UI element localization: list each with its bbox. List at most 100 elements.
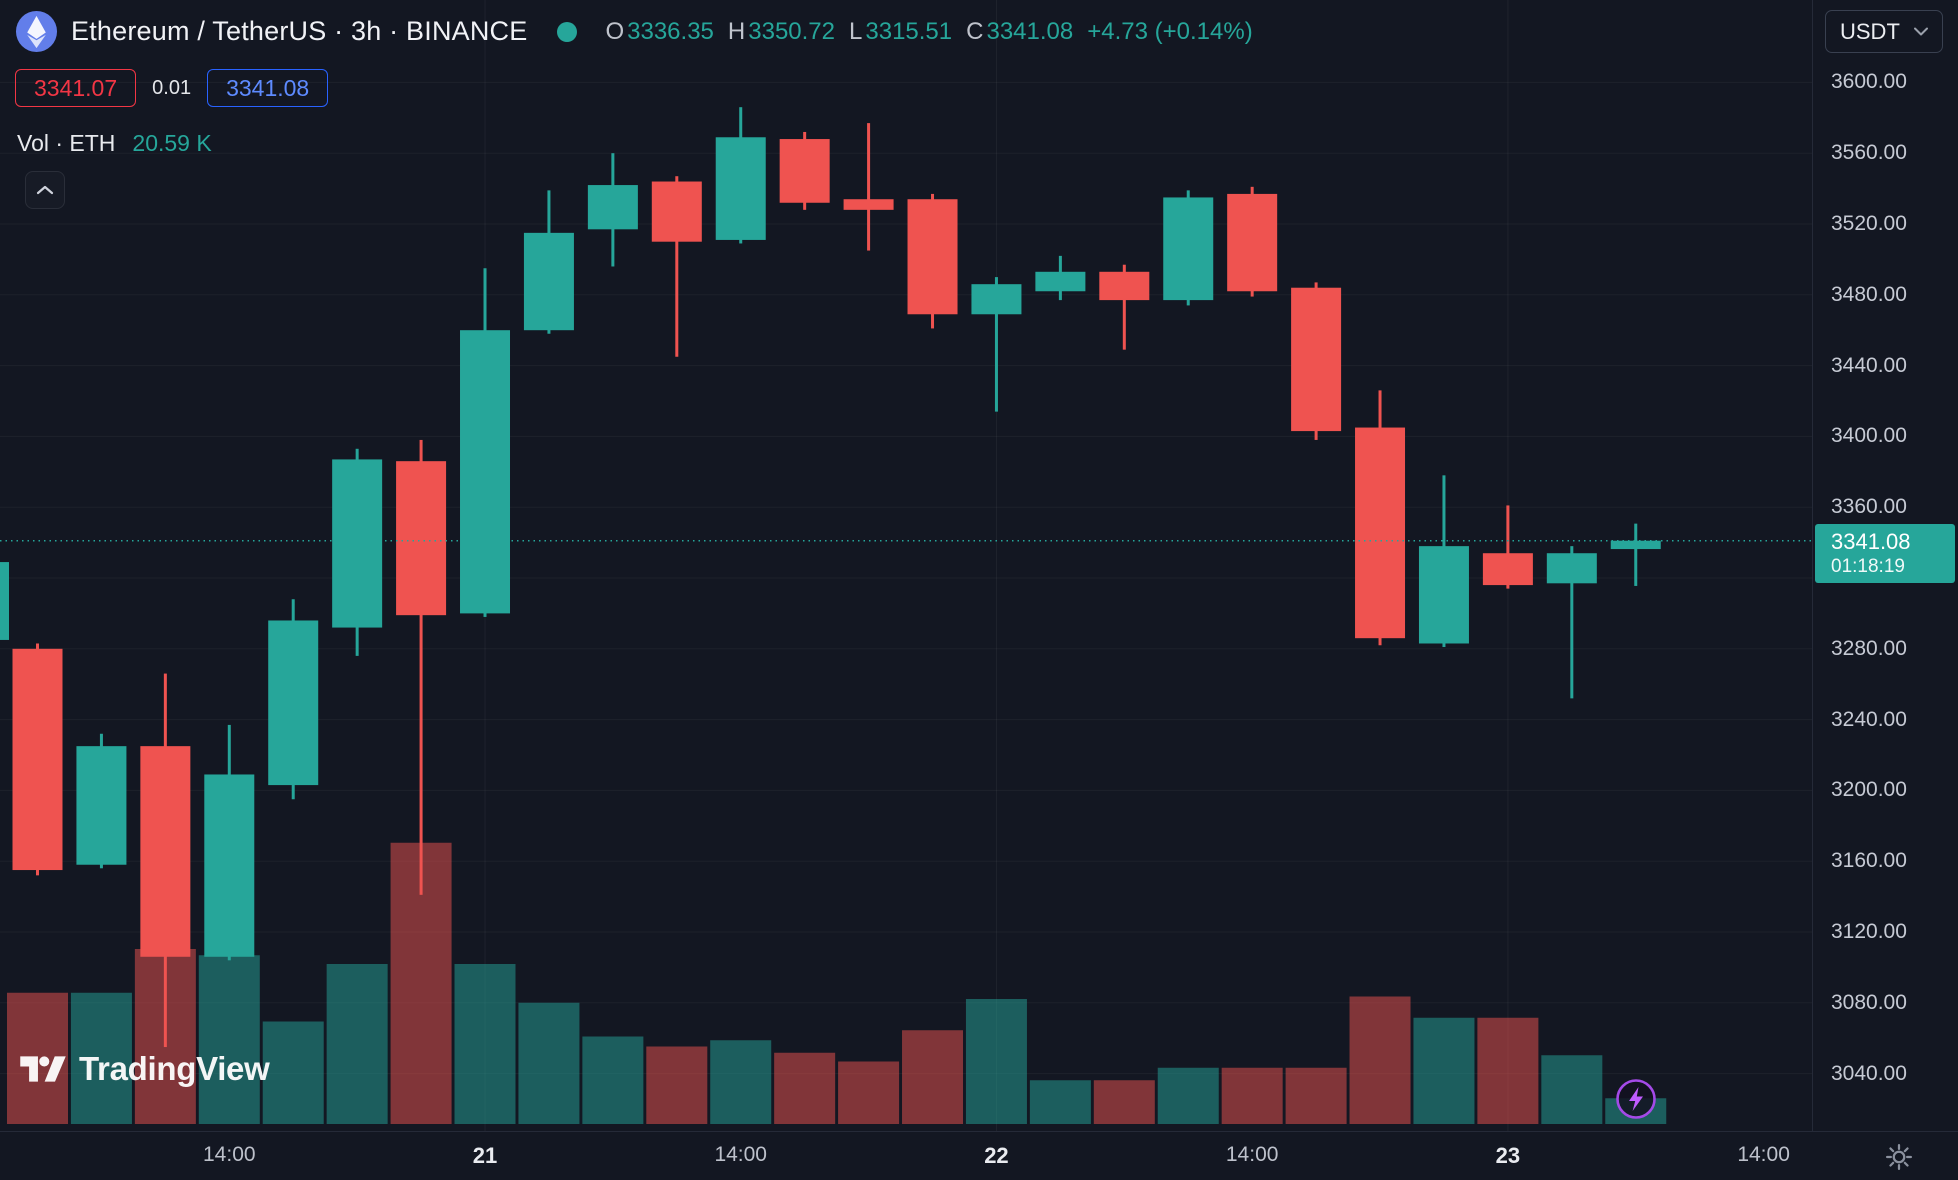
volume-bar bbox=[326, 964, 388, 1124]
volume-bar bbox=[1221, 1067, 1283, 1124]
close-value: 3341.08 bbox=[986, 17, 1074, 45]
volume-bar bbox=[965, 999, 1027, 1124]
ethereum-logo-icon bbox=[15, 10, 58, 53]
volume-bar bbox=[1029, 1080, 1091, 1124]
price-axis-label: 3360.00 bbox=[1831, 495, 1907, 519]
candle-wick bbox=[1634, 523, 1638, 586]
volume-bar bbox=[902, 1030, 964, 1124]
market-status-dot[interactable] bbox=[557, 21, 578, 42]
time-axis-day-label: 22 bbox=[984, 1143, 1009, 1168]
volume-series bbox=[7, 842, 1667, 1124]
volume-bar bbox=[1413, 1017, 1475, 1124]
volume-bar bbox=[198, 955, 260, 1124]
lightning-bolt-icon bbox=[1615, 1079, 1656, 1119]
chart-legend: Ethereum / TetherUS · 3h · BINANCE O 3336… bbox=[15, 10, 1253, 53]
close-label: C bbox=[966, 17, 984, 45]
candle-body bbox=[12, 648, 63, 871]
chevron-up-icon bbox=[36, 185, 54, 195]
volume-bar bbox=[710, 1040, 772, 1124]
bar-countdown: 01:18:19 bbox=[1831, 555, 1905, 577]
volume-bar bbox=[1093, 1080, 1155, 1124]
time-axis-label: 14:00 bbox=[714, 1143, 767, 1166]
volume-bar bbox=[1285, 1067, 1347, 1124]
volume-bar bbox=[262, 1021, 324, 1124]
candle-body bbox=[715, 137, 766, 240]
volume-bar bbox=[1157, 1067, 1219, 1124]
price-axis-label: 3200.00 bbox=[1831, 778, 1907, 802]
candle-body bbox=[1035, 271, 1086, 292]
candle-body bbox=[460, 330, 511, 614]
symbol-title[interactable]: Ethereum / TetherUS · 3h · BINANCE bbox=[71, 16, 528, 46]
volume-bar bbox=[70, 992, 132, 1124]
last-price-value: 3341.08 bbox=[1831, 528, 1911, 554]
volume-bar bbox=[646, 1046, 708, 1124]
candle-body bbox=[1355, 427, 1406, 639]
candle-wick bbox=[1122, 264, 1126, 350]
open-value: 3336.35 bbox=[627, 17, 714, 45]
chevron-down-icon bbox=[1914, 27, 1928, 36]
volume-label: Vol · ETH bbox=[17, 130, 116, 156]
candle-body bbox=[907, 199, 958, 315]
volume-bar bbox=[1477, 1017, 1539, 1124]
bid-ask-row: 3341.07 0.01 3341.08 bbox=[15, 69, 329, 107]
candle-body bbox=[140, 746, 191, 957]
candle-body bbox=[779, 139, 830, 203]
ask-price-button[interactable]: 3341.08 bbox=[207, 69, 329, 107]
candle-body bbox=[1418, 546, 1469, 644]
axis-settings-button[interactable] bbox=[1884, 1142, 1914, 1172]
high-label: H bbox=[727, 17, 746, 45]
time-axis-day-label: 23 bbox=[1495, 1143, 1521, 1168]
candle-wick bbox=[994, 277, 998, 412]
change-value: +4.73 (+0.14%) bbox=[1087, 17, 1253, 45]
candle-body bbox=[1291, 287, 1342, 432]
candle-body bbox=[1227, 193, 1278, 292]
tradingview-logo-icon bbox=[20, 1056, 66, 1082]
gear-icon bbox=[1886, 1144, 1912, 1170]
volume-bar bbox=[1349, 996, 1411, 1124]
ohlc-values: O 3336.35 H 3350.72 L 3315.51 C 3341.08 +4.7… bbox=[605, 18, 1252, 46]
price-axis-label: 3480.00 bbox=[1831, 282, 1907, 306]
time-axis[interactable]: 14:00 21 14:00 22 14:00 23 14:00 bbox=[0, 1131, 1958, 1180]
volume-legend: Vol · ETH 20.59 K bbox=[17, 130, 212, 157]
time-axis-label: 14:00 bbox=[1737, 1143, 1790, 1166]
open-label: O bbox=[605, 17, 625, 45]
candle-body bbox=[971, 284, 1022, 315]
bid-price-button[interactable]: 3341.07 bbox=[15, 69, 137, 107]
candle-wick bbox=[675, 176, 679, 357]
low-value: 3315.51 bbox=[865, 17, 953, 45]
time-axis-label: 14:00 bbox=[1225, 1143, 1279, 1166]
currency-dropdown[interactable]: USDT bbox=[1825, 10, 1943, 53]
volume-bar bbox=[1541, 1055, 1603, 1124]
low-label: L bbox=[849, 17, 863, 45]
candle-body bbox=[1546, 553, 1597, 584]
spread-value: 0.01 bbox=[152, 76, 192, 99]
volume-bar bbox=[518, 1002, 580, 1124]
candle-body bbox=[843, 199, 894, 210]
collapse-legend-button[interactable] bbox=[25, 171, 65, 209]
tradingview-watermark-text: TradingView bbox=[79, 1050, 270, 1087]
candle-wick bbox=[1506, 505, 1510, 589]
time-axis-day-label: 21 bbox=[472, 1143, 498, 1168]
quick-trade-button[interactable] bbox=[1615, 1078, 1657, 1120]
price-axis[interactable]: USDT 3600.00 3560.00 3520.00 3480.00 3440.00… bbox=[1812, 0, 1958, 1131]
candle-body bbox=[268, 620, 319, 786]
price-axis-label: 3240.00 bbox=[1831, 707, 1907, 731]
volume-bar bbox=[582, 1036, 644, 1124]
price-axis-label: 3600.00 bbox=[1831, 70, 1907, 94]
price-axis-label: 3440.00 bbox=[1831, 353, 1907, 377]
volume-bar bbox=[838, 1061, 900, 1124]
price-axis-label: 3520.00 bbox=[1831, 212, 1907, 235]
currency-label: USDT bbox=[1840, 18, 1900, 44]
price-axis-label: 3400.00 bbox=[1831, 424, 1907, 448]
candle-wick bbox=[867, 123, 871, 251]
tradingview-watermark[interactable]: TradingView bbox=[19, 1050, 270, 1088]
volume-value: 20.59 K bbox=[132, 130, 212, 156]
price-axis-label: 3080.00 bbox=[1831, 990, 1907, 1014]
candle-body bbox=[0, 562, 9, 640]
candle-wick bbox=[1570, 546, 1574, 699]
candle-body bbox=[396, 461, 447, 616]
candlestick-chart[interactable] bbox=[0, 0, 1812, 1131]
candle-series bbox=[0, 107, 1661, 1048]
candle-wick bbox=[419, 439, 423, 895]
chart-pane[interactable]: Ethereum / TetherUS · 3h · BINANCE O 3336… bbox=[0, 0, 1812, 1131]
